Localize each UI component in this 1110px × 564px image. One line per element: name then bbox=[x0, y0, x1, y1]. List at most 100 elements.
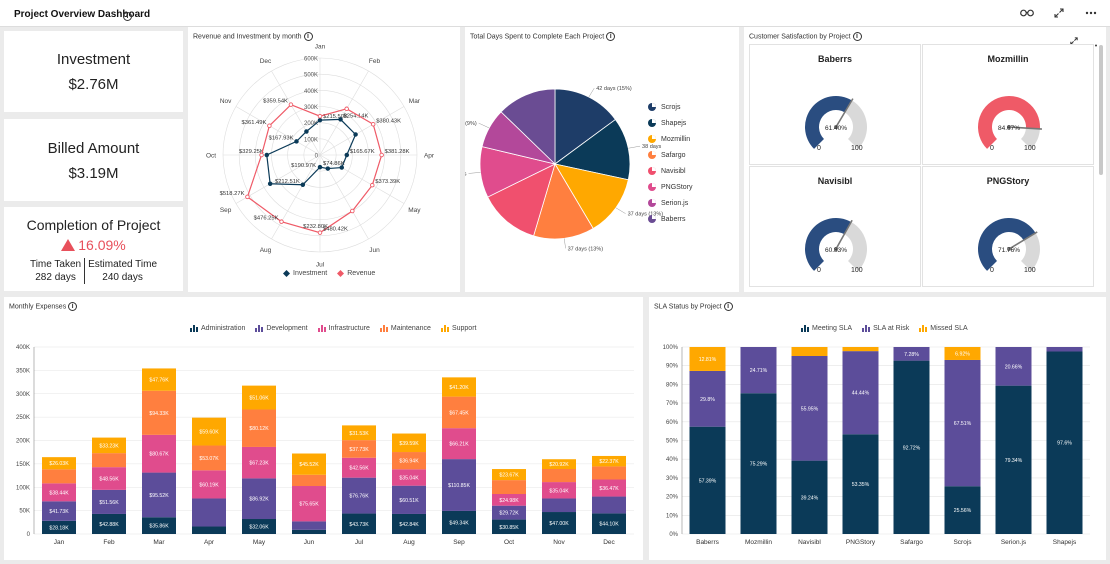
category-label: Shapejs bbox=[1053, 539, 1077, 546]
legend-item[interactable]: Meeting SLA bbox=[801, 325, 852, 332]
legend-label: PNGStory bbox=[661, 183, 693, 191]
data-label: $51.06K bbox=[249, 396, 269, 402]
data-label: $212.51K bbox=[275, 179, 300, 185]
leader-line bbox=[615, 207, 626, 214]
legend-item[interactable]: SLA at Risk bbox=[862, 325, 909, 332]
data-label: $42.56K bbox=[349, 466, 369, 472]
legend-item[interactable]: Safargo bbox=[648, 147, 693, 163]
more-options-icon[interactable] bbox=[1082, 5, 1100, 21]
legend-label: Shapejs bbox=[661, 119, 687, 127]
triangle-up-icon bbox=[61, 239, 76, 251]
data-label: $35.86K bbox=[149, 524, 169, 530]
gauge-arc bbox=[805, 96, 852, 149]
data-label: $518.27K bbox=[220, 191, 245, 197]
legend-item[interactable]: Baberrs bbox=[648, 211, 693, 227]
data-point bbox=[325, 166, 331, 171]
bar-segment bbox=[592, 455, 626, 467]
legend-item[interactable]: Missed SLA bbox=[919, 325, 968, 332]
data-label: $329.25K bbox=[239, 149, 264, 155]
data-label: $51.56K bbox=[99, 500, 119, 506]
data-label: $190.97K bbox=[291, 163, 316, 169]
data-label: $359.54K bbox=[263, 99, 288, 105]
data-label: $33.23K bbox=[99, 443, 119, 449]
series-line bbox=[266, 118, 357, 186]
legend-item[interactable]: Shapejs bbox=[648, 115, 693, 131]
info-icon[interactable]: i bbox=[123, 8, 132, 26]
legend-item[interactable]: Support bbox=[440, 325, 476, 332]
expand-icon[interactable] bbox=[1050, 5, 1068, 21]
kpi-delta: 16.09% bbox=[4, 237, 183, 253]
data-label: $80.67K bbox=[149, 452, 169, 458]
gauge-min: 0 bbox=[990, 145, 994, 152]
bar-segment bbox=[92, 437, 126, 454]
data-point bbox=[317, 230, 323, 235]
tick-label: 70% bbox=[666, 401, 679, 407]
data-point bbox=[350, 208, 355, 214]
legend-item[interactable]: Administration bbox=[190, 325, 245, 332]
info-icon[interactable]: i bbox=[68, 302, 78, 311]
bar-segment bbox=[192, 526, 226, 534]
legend-item[interactable]: Infrastructure bbox=[317, 325, 370, 332]
data-label: $28.18K bbox=[49, 525, 69, 531]
grid-spoke bbox=[319, 70, 369, 156]
bar-segment bbox=[592, 479, 626, 497]
tick-label: 50K bbox=[19, 509, 30, 515]
glasses-icon[interactable] bbox=[1018, 5, 1036, 21]
gauge-needle bbox=[835, 219, 853, 250]
expand-icon[interactable] bbox=[1070, 32, 1078, 50]
bar-segment bbox=[592, 513, 626, 534]
info-icon[interactable]: i bbox=[723, 302, 733, 311]
tick-label: 40% bbox=[666, 457, 679, 463]
legend-item[interactable]: Maintenance bbox=[379, 325, 431, 332]
legend-item[interactable]: Development bbox=[255, 325, 308, 332]
bar-segment bbox=[944, 347, 981, 360]
bar-chart-icon bbox=[317, 325, 326, 332]
data-label: 37 days (13%) bbox=[568, 246, 604, 252]
data-point bbox=[304, 129, 309, 134]
time-taken-value: 282 days bbox=[35, 272, 76, 283]
info-icon[interactable]: i bbox=[606, 32, 616, 41]
legend-swatch bbox=[648, 215, 656, 223]
info-icon[interactable]: i bbox=[303, 32, 313, 41]
tick-label: 400K bbox=[304, 89, 318, 95]
legend-item[interactable]: Navisibl bbox=[648, 163, 693, 179]
legend-revenue[interactable]: Revenue bbox=[337, 270, 375, 277]
data-point bbox=[317, 117, 323, 123]
info-icon[interactable]: i bbox=[852, 32, 862, 41]
tick-label: 200K bbox=[16, 439, 30, 445]
category-label: Serion.js bbox=[1001, 539, 1027, 546]
data-label: 97.6% bbox=[1057, 441, 1072, 447]
tick-label: 0 bbox=[27, 532, 31, 538]
category-label: Oct bbox=[504, 539, 514, 546]
gauge-arc bbox=[805, 218, 852, 271]
axis-label: Apr bbox=[424, 153, 435, 160]
gauge-min: 0 bbox=[817, 145, 821, 152]
bar-segment bbox=[42, 520, 76, 534]
tick-label: 10% bbox=[666, 513, 679, 519]
bar-segment bbox=[592, 466, 626, 480]
pie-slice bbox=[487, 163, 556, 237]
gauge-dial: 61.40% bbox=[805, 96, 867, 149]
scrollbar[interactable] bbox=[1099, 45, 1103, 175]
gauge-title: Baberrs bbox=[817, 54, 853, 64]
data-label: $32.06K bbox=[249, 525, 269, 531]
data-label: $41.20K bbox=[449, 385, 469, 391]
bar-segment bbox=[92, 467, 126, 490]
data-label: $42.84K bbox=[399, 522, 419, 528]
legend-item[interactable]: Serion.js bbox=[648, 195, 693, 211]
leader-line bbox=[628, 145, 641, 149]
data-label: $361.49K bbox=[242, 120, 267, 126]
axis-label: Nov bbox=[220, 98, 232, 105]
data-label: $36.94K bbox=[399, 459, 419, 465]
bar-segment bbox=[442, 510, 476, 534]
bar-segment bbox=[342, 425, 376, 441]
gauge-arc bbox=[844, 100, 867, 149]
bar-segment bbox=[142, 390, 176, 435]
gauge-arc bbox=[844, 221, 867, 271]
legend-item[interactable]: PNGStory bbox=[648, 179, 693, 195]
data-label: $80.12K bbox=[249, 426, 269, 432]
legend-item[interactable]: Mozmillin bbox=[648, 131, 693, 147]
category-label: Safargo bbox=[900, 539, 923, 546]
legend-item[interactable]: Scrojs bbox=[648, 99, 693, 115]
legend-investment[interactable]: Investment bbox=[283, 270, 327, 277]
